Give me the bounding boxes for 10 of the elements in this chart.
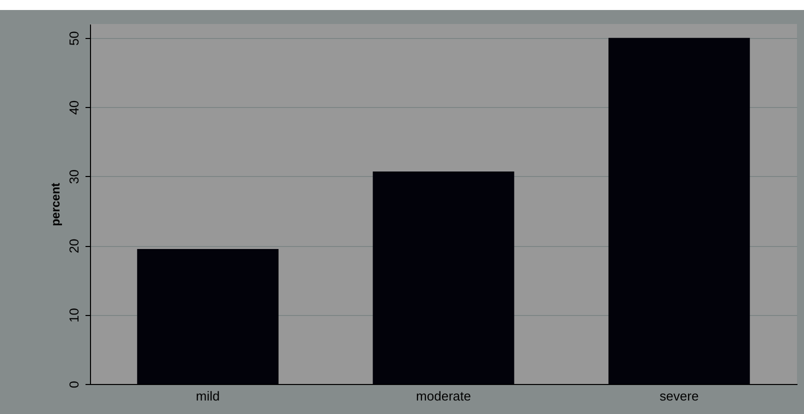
x-tick-label: moderate (416, 388, 471, 404)
y-tick-label: 0 (66, 380, 82, 388)
y-axis-title: percent (48, 182, 62, 226)
y-tick-label: 50 (66, 31, 82, 46)
x-tick-label: mild (196, 388, 220, 404)
y-tick-label: 30 (66, 170, 82, 184)
y-tick-label: 10 (66, 308, 82, 323)
x-tick-label: severe (660, 388, 699, 404)
y-tick-label: 20 (66, 238, 82, 254)
y-tick-label: 40 (66, 100, 82, 115)
